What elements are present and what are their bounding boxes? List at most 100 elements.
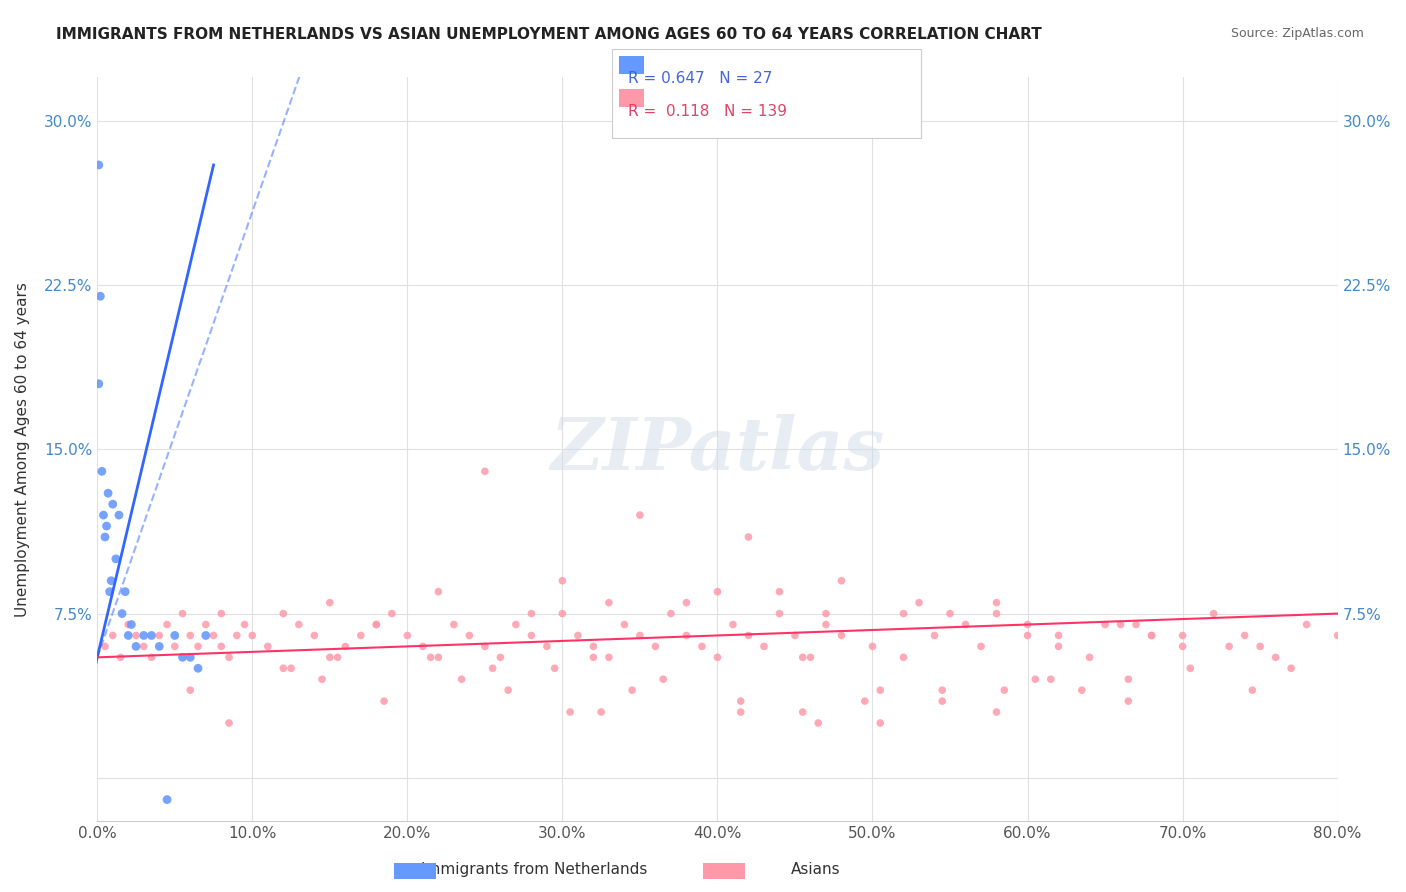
Point: [939, 607, 962, 621]
Point: [481, 661, 503, 675]
Point: [1171, 640, 1194, 654]
Point: [120, 617, 142, 632]
Point: [520, 607, 543, 621]
Point: [110, 650, 132, 665]
Point: [893, 607, 915, 621]
Point: [288, 617, 311, 632]
Point: [591, 705, 613, 719]
Point: [706, 584, 728, 599]
Point: [1118, 694, 1140, 708]
Point: [163, 640, 186, 654]
Point: [931, 694, 953, 708]
Point: [675, 596, 697, 610]
Point: [721, 617, 744, 632]
Point: [101, 497, 124, 511]
Point: [218, 650, 240, 665]
Point: [582, 650, 605, 665]
Point: [311, 672, 333, 686]
Point: [1094, 617, 1116, 632]
Point: [955, 617, 977, 632]
Point: [474, 640, 496, 654]
Point: [304, 628, 326, 642]
Point: [179, 628, 201, 642]
Point: [986, 607, 1008, 621]
Point: [830, 628, 852, 642]
Point: [869, 716, 891, 731]
Point: [496, 683, 519, 698]
Point: [1180, 661, 1202, 675]
Point: [240, 628, 263, 642]
Point: [97, 486, 120, 500]
Point: [931, 683, 953, 698]
Point: [621, 683, 644, 698]
Point: [993, 683, 1015, 698]
Point: [319, 650, 342, 665]
Point: [366, 617, 388, 632]
Point: [443, 617, 465, 632]
Point: [141, 628, 163, 642]
Point: [768, 584, 790, 599]
Point: [1125, 617, 1147, 632]
Point: [89, 289, 111, 303]
Point: [908, 596, 931, 610]
Point: [187, 661, 209, 675]
Point: [582, 640, 605, 654]
Point: [111, 607, 134, 621]
Point: [706, 650, 728, 665]
Point: [419, 650, 441, 665]
Point: [1264, 650, 1286, 665]
Point: [737, 530, 759, 544]
Point: [108, 508, 131, 522]
Point: [1140, 628, 1163, 642]
Point: [799, 650, 821, 665]
Point: [986, 705, 1008, 719]
Point: [652, 672, 675, 686]
Point: [132, 640, 155, 654]
Text: R = 0.647   N = 27: R = 0.647 N = 27: [628, 71, 773, 87]
Point: [1039, 672, 1062, 686]
Point: [427, 584, 450, 599]
Point: [233, 617, 256, 632]
Point: [613, 617, 636, 632]
Point: [628, 508, 651, 522]
Point: [335, 640, 357, 654]
Point: [209, 640, 232, 654]
Point: [125, 628, 148, 642]
Point: [783, 628, 806, 642]
Point: [536, 640, 558, 654]
Point: [256, 640, 278, 654]
Point: [319, 596, 342, 610]
Point: [117, 617, 139, 632]
Point: [869, 683, 891, 698]
Point: [94, 640, 117, 654]
Point: [1078, 650, 1101, 665]
Point: [1070, 683, 1092, 698]
Point: [412, 640, 434, 654]
Point: [986, 596, 1008, 610]
Point: [194, 628, 217, 642]
Point: [450, 672, 472, 686]
Point: [326, 650, 349, 665]
Text: Source: ZipAtlas.com: Source: ZipAtlas.com: [1230, 27, 1364, 40]
Point: [814, 617, 837, 632]
Point: [1241, 683, 1264, 698]
Point: [179, 683, 201, 698]
Point: [366, 617, 388, 632]
Text: R =  0.118   N = 139: R = 0.118 N = 139: [628, 104, 787, 120]
Point: [598, 650, 620, 665]
Text: ZIPatlas: ZIPatlas: [550, 414, 884, 485]
Point: [104, 552, 127, 566]
Point: [1024, 672, 1046, 686]
Point: [598, 596, 620, 610]
Point: [543, 661, 565, 675]
Point: [768, 607, 790, 621]
Point: [100, 574, 122, 588]
Point: [1118, 672, 1140, 686]
Point: [730, 705, 752, 719]
Point: [1279, 661, 1302, 675]
Point: [792, 650, 814, 665]
Point: [792, 705, 814, 719]
Point: [520, 628, 543, 642]
Point: [1047, 628, 1070, 642]
Point: [458, 628, 481, 642]
